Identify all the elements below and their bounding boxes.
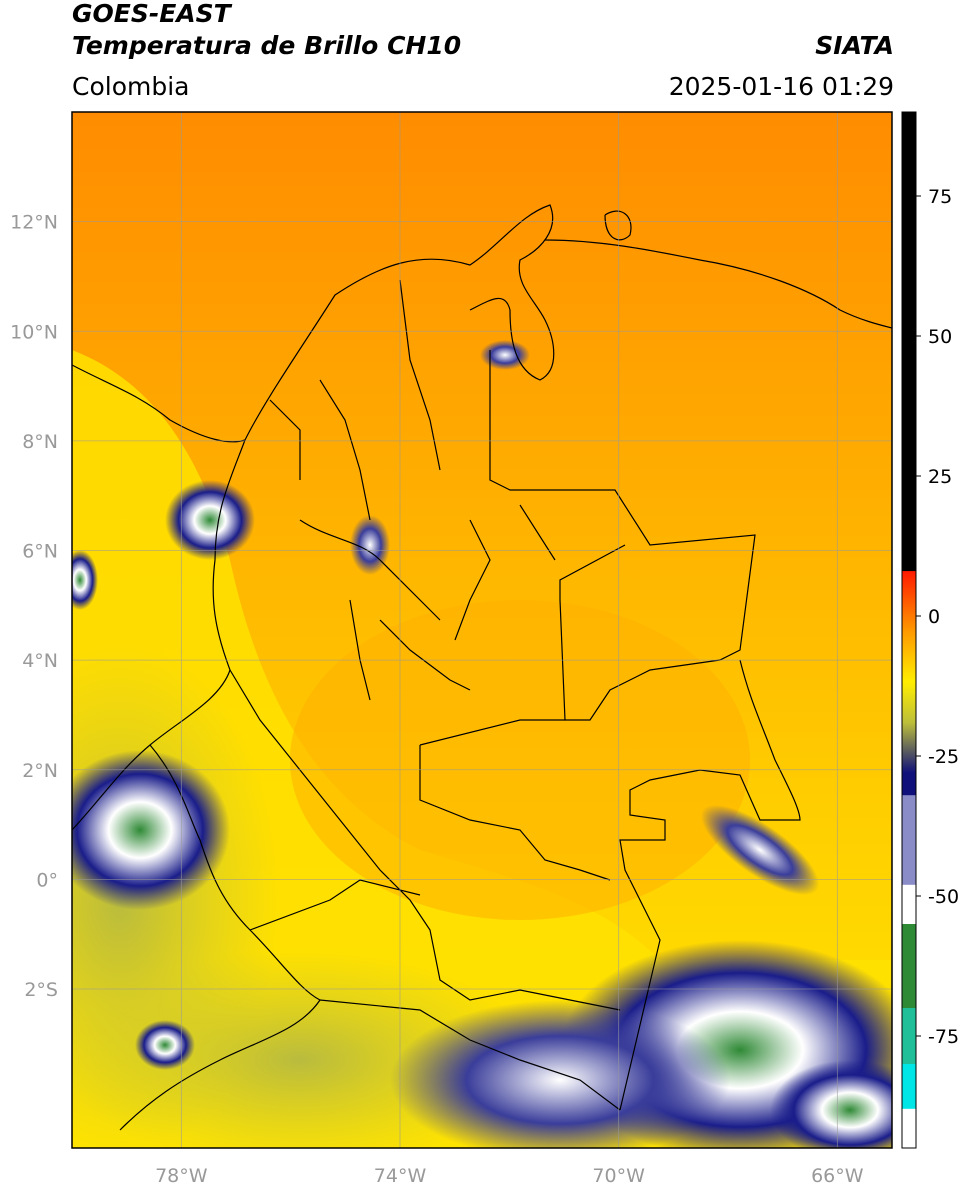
lon-tick-label: 70°W <box>592 1165 645 1187</box>
datetime-label: 2025-01-16 01:29 <box>668 72 894 101</box>
colorbar-frame <box>901 111 917 1149</box>
lat-tick-label: 8°N <box>22 431 58 453</box>
lat-tick-label: 2°S <box>24 979 58 1001</box>
colorbar-segment <box>902 1064 916 1110</box>
colorbar-tick-label: 50 <box>928 326 952 348</box>
lat-tick-label: 6°N <box>22 541 58 563</box>
colorbar-tick-label: 0 <box>928 606 940 628</box>
colorbar-segment <box>902 924 916 1009</box>
lat-tick-label: 2°N <box>22 760 58 782</box>
colorbar-tick-label: -25 <box>928 746 959 768</box>
lat-tick-label: 0° <box>36 869 58 891</box>
lat-tick-label: 10°N <box>10 321 58 343</box>
colorbar-segment <box>902 1108 916 1149</box>
colorbar <box>901 111 917 1149</box>
map-frame <box>71 111 893 1149</box>
lon-tick-label: 74°W <box>374 1165 427 1187</box>
lat-tick-label: 4°N <box>22 650 58 672</box>
lon-tick-label: 78°W <box>155 1165 208 1187</box>
colorbar-tick-label: -75 <box>928 1026 959 1048</box>
region-label: Colombia <box>72 72 190 101</box>
colorbar-segment <box>902 112 916 572</box>
gridlines <box>72 112 892 1148</box>
longitude-labels: 78°W 74°W 70°W 66°W <box>155 1165 864 1187</box>
agency-label: SIATA <box>815 31 894 60</box>
colorbar-tick-label: -50 <box>928 886 959 908</box>
colorbar-tick-label: 25 <box>928 466 952 488</box>
latitude-labels: 12°N 10°N 8°N 6°N 4°N 2°N 0° 2°S <box>10 212 58 1001</box>
lat-tick-label: 12°N <box>10 212 58 234</box>
colorbar-gradient <box>902 571 916 773</box>
lon-tick-label: 66°W <box>811 1165 864 1187</box>
product-title: Temperatura de Brillo CH10 <box>72 31 462 60</box>
colorbar-segment <box>902 884 916 925</box>
colorbar-segment <box>902 795 916 886</box>
satellite-imagery <box>72 112 892 1148</box>
colorbar-segment <box>902 1008 916 1065</box>
colorbar-tick-label: 75 <box>928 186 952 208</box>
satellite-title: GOES-EAST <box>72 0 231 28</box>
colorbar-ticks: 75 50 25 0 -25 -50 -75 <box>916 186 959 1048</box>
